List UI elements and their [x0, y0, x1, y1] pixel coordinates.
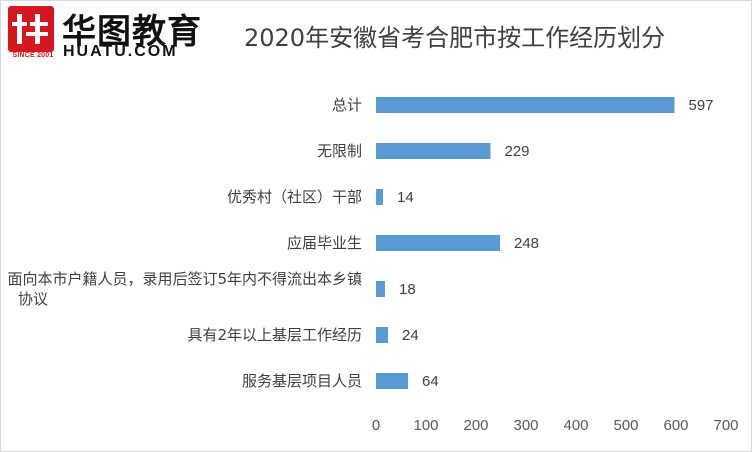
x-tick-label: 100: [413, 417, 438, 434]
data-label: 248: [514, 235, 539, 252]
x-tick-label: 0: [372, 417, 380, 434]
x-tick-label: 300: [513, 417, 538, 434]
brand-logo: SINCE 2001 华图教育 HUATU.COM: [8, 6, 223, 64]
bar: [376, 281, 385, 297]
category-label: 具有2年以上基层工作经历: [187, 326, 362, 344]
x-axis-ticks: 0 100 200 300 400 500 600 700: [372, 417, 739, 434]
logo-badge-icon: [8, 6, 54, 52]
category-label: 优秀村（社区）干部: [227, 188, 362, 206]
data-label: 597: [689, 97, 714, 114]
category-label: 应届毕业生: [287, 234, 362, 252]
chart-title: 2020年安徽省考合肥市按工作经历划分: [244, 24, 666, 52]
x-tick-label: 400: [563, 417, 588, 434]
value-labels: 597 229 14 248 18 24 64: [397, 97, 714, 390]
bar: [376, 373, 408, 389]
x-tick-label: 200: [463, 417, 488, 434]
x-tick-label: 700: [713, 417, 738, 434]
category-label: 服务基层项目人员: [242, 372, 362, 390]
bar: [376, 143, 491, 159]
data-label: 24: [402, 327, 419, 344]
data-label: 18: [399, 281, 416, 298]
data-label: 229: [505, 143, 530, 160]
category-label: 面向本市户籍人员，录用后签订5年内不得流出本乡镇协议: [7, 270, 362, 308]
logo-brand-name: 华图教育: [62, 12, 202, 52]
bar: [376, 189, 383, 205]
data-label: 64: [422, 373, 439, 390]
bar: [376, 235, 500, 251]
category-label: 无限制: [317, 142, 362, 160]
bar: [376, 327, 388, 343]
logo-since-text: SINCE 2001: [12, 52, 54, 59]
data-label: 14: [397, 189, 414, 206]
bars: [376, 97, 675, 389]
x-tick-label: 600: [663, 417, 688, 434]
category-label: 总计: [332, 96, 362, 114]
bar: [376, 97, 675, 113]
logo-domain: HUATU.COM: [63, 43, 178, 60]
category-labels: 总计无限制优秀村（社区）干部应届毕业生面向本市户籍人员，录用后签订5年内不得流出…: [7, 96, 362, 390]
x-tick-label: 500: [613, 417, 638, 434]
